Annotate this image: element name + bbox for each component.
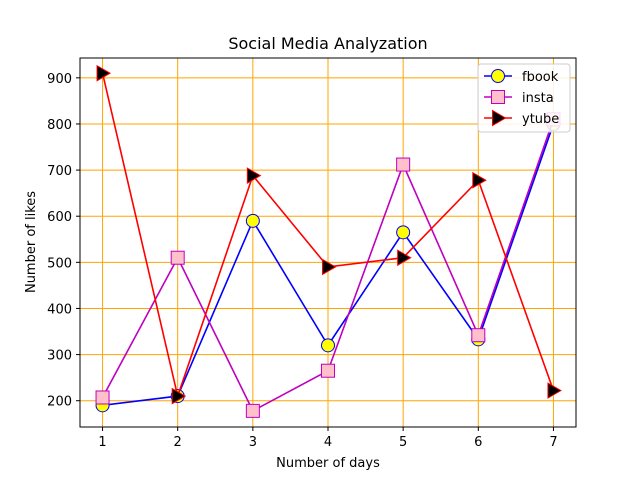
legend-item-ytube: ytube (484, 109, 559, 127)
y-tick-label: 900 (47, 72, 72, 87)
legend: fbook insta ytube (477, 63, 571, 133)
x-tick-label: 3 (249, 435, 257, 450)
chart-title: Social Media Analyzation (228, 34, 427, 53)
y-tick-label: 800 (47, 118, 72, 133)
data-point-insta (471, 328, 486, 343)
legend-label: fbook (522, 70, 559, 85)
x-axis-title: Number of days (276, 456, 380, 471)
series-ytube (96, 64, 562, 405)
y-tick-label: 500 (47, 256, 72, 271)
axis-ticks: 1 2 3 4 5 6 7 200 300 400 500 600 700 800 900 (47, 72, 557, 450)
x-tick-label: 2 (174, 435, 182, 450)
y-tick-label: 200 (47, 395, 72, 410)
data-point-ytube (472, 171, 487, 189)
y-axis-title: Number of likes (24, 191, 39, 293)
data-point-ytube (322, 258, 337, 276)
data-point-ytube (171, 387, 187, 405)
y-tick-label: 400 (47, 302, 72, 317)
data-point-fbook (245, 213, 260, 228)
x-tick-label: 5 (399, 435, 407, 450)
data-point-fbook (321, 338, 335, 353)
legend-swatch-marker (491, 69, 505, 83)
legend-item-insta: insta (484, 90, 554, 106)
data-point-ytube (246, 167, 262, 184)
y-tick-label: 600 (47, 210, 72, 225)
data-point-ytube (547, 382, 562, 399)
data-point-ytube (397, 249, 412, 267)
x-tick-label: 1 (98, 435, 106, 450)
legend-item-fbook: fbook (484, 69, 559, 85)
data-point-insta (170, 250, 185, 265)
legend-label: ytube (522, 112, 559, 127)
legend-label: insta (522, 91, 554, 106)
y-tick-label: 300 (47, 349, 72, 364)
data-point-insta (396, 157, 411, 172)
y-tick-label: 700 (47, 164, 72, 179)
legend-swatch-marker (491, 90, 505, 104)
data-point-ytube (96, 64, 112, 82)
data-point-insta (95, 390, 110, 405)
data-point-fbook (396, 225, 411, 240)
x-tick-label: 7 (549, 435, 557, 450)
legend-swatch-marker (492, 109, 507, 127)
x-tick-label: 6 (474, 435, 482, 450)
data-point-insta (245, 403, 260, 418)
x-tick-label: 4 (324, 435, 332, 450)
data-point-insta (321, 363, 335, 378)
